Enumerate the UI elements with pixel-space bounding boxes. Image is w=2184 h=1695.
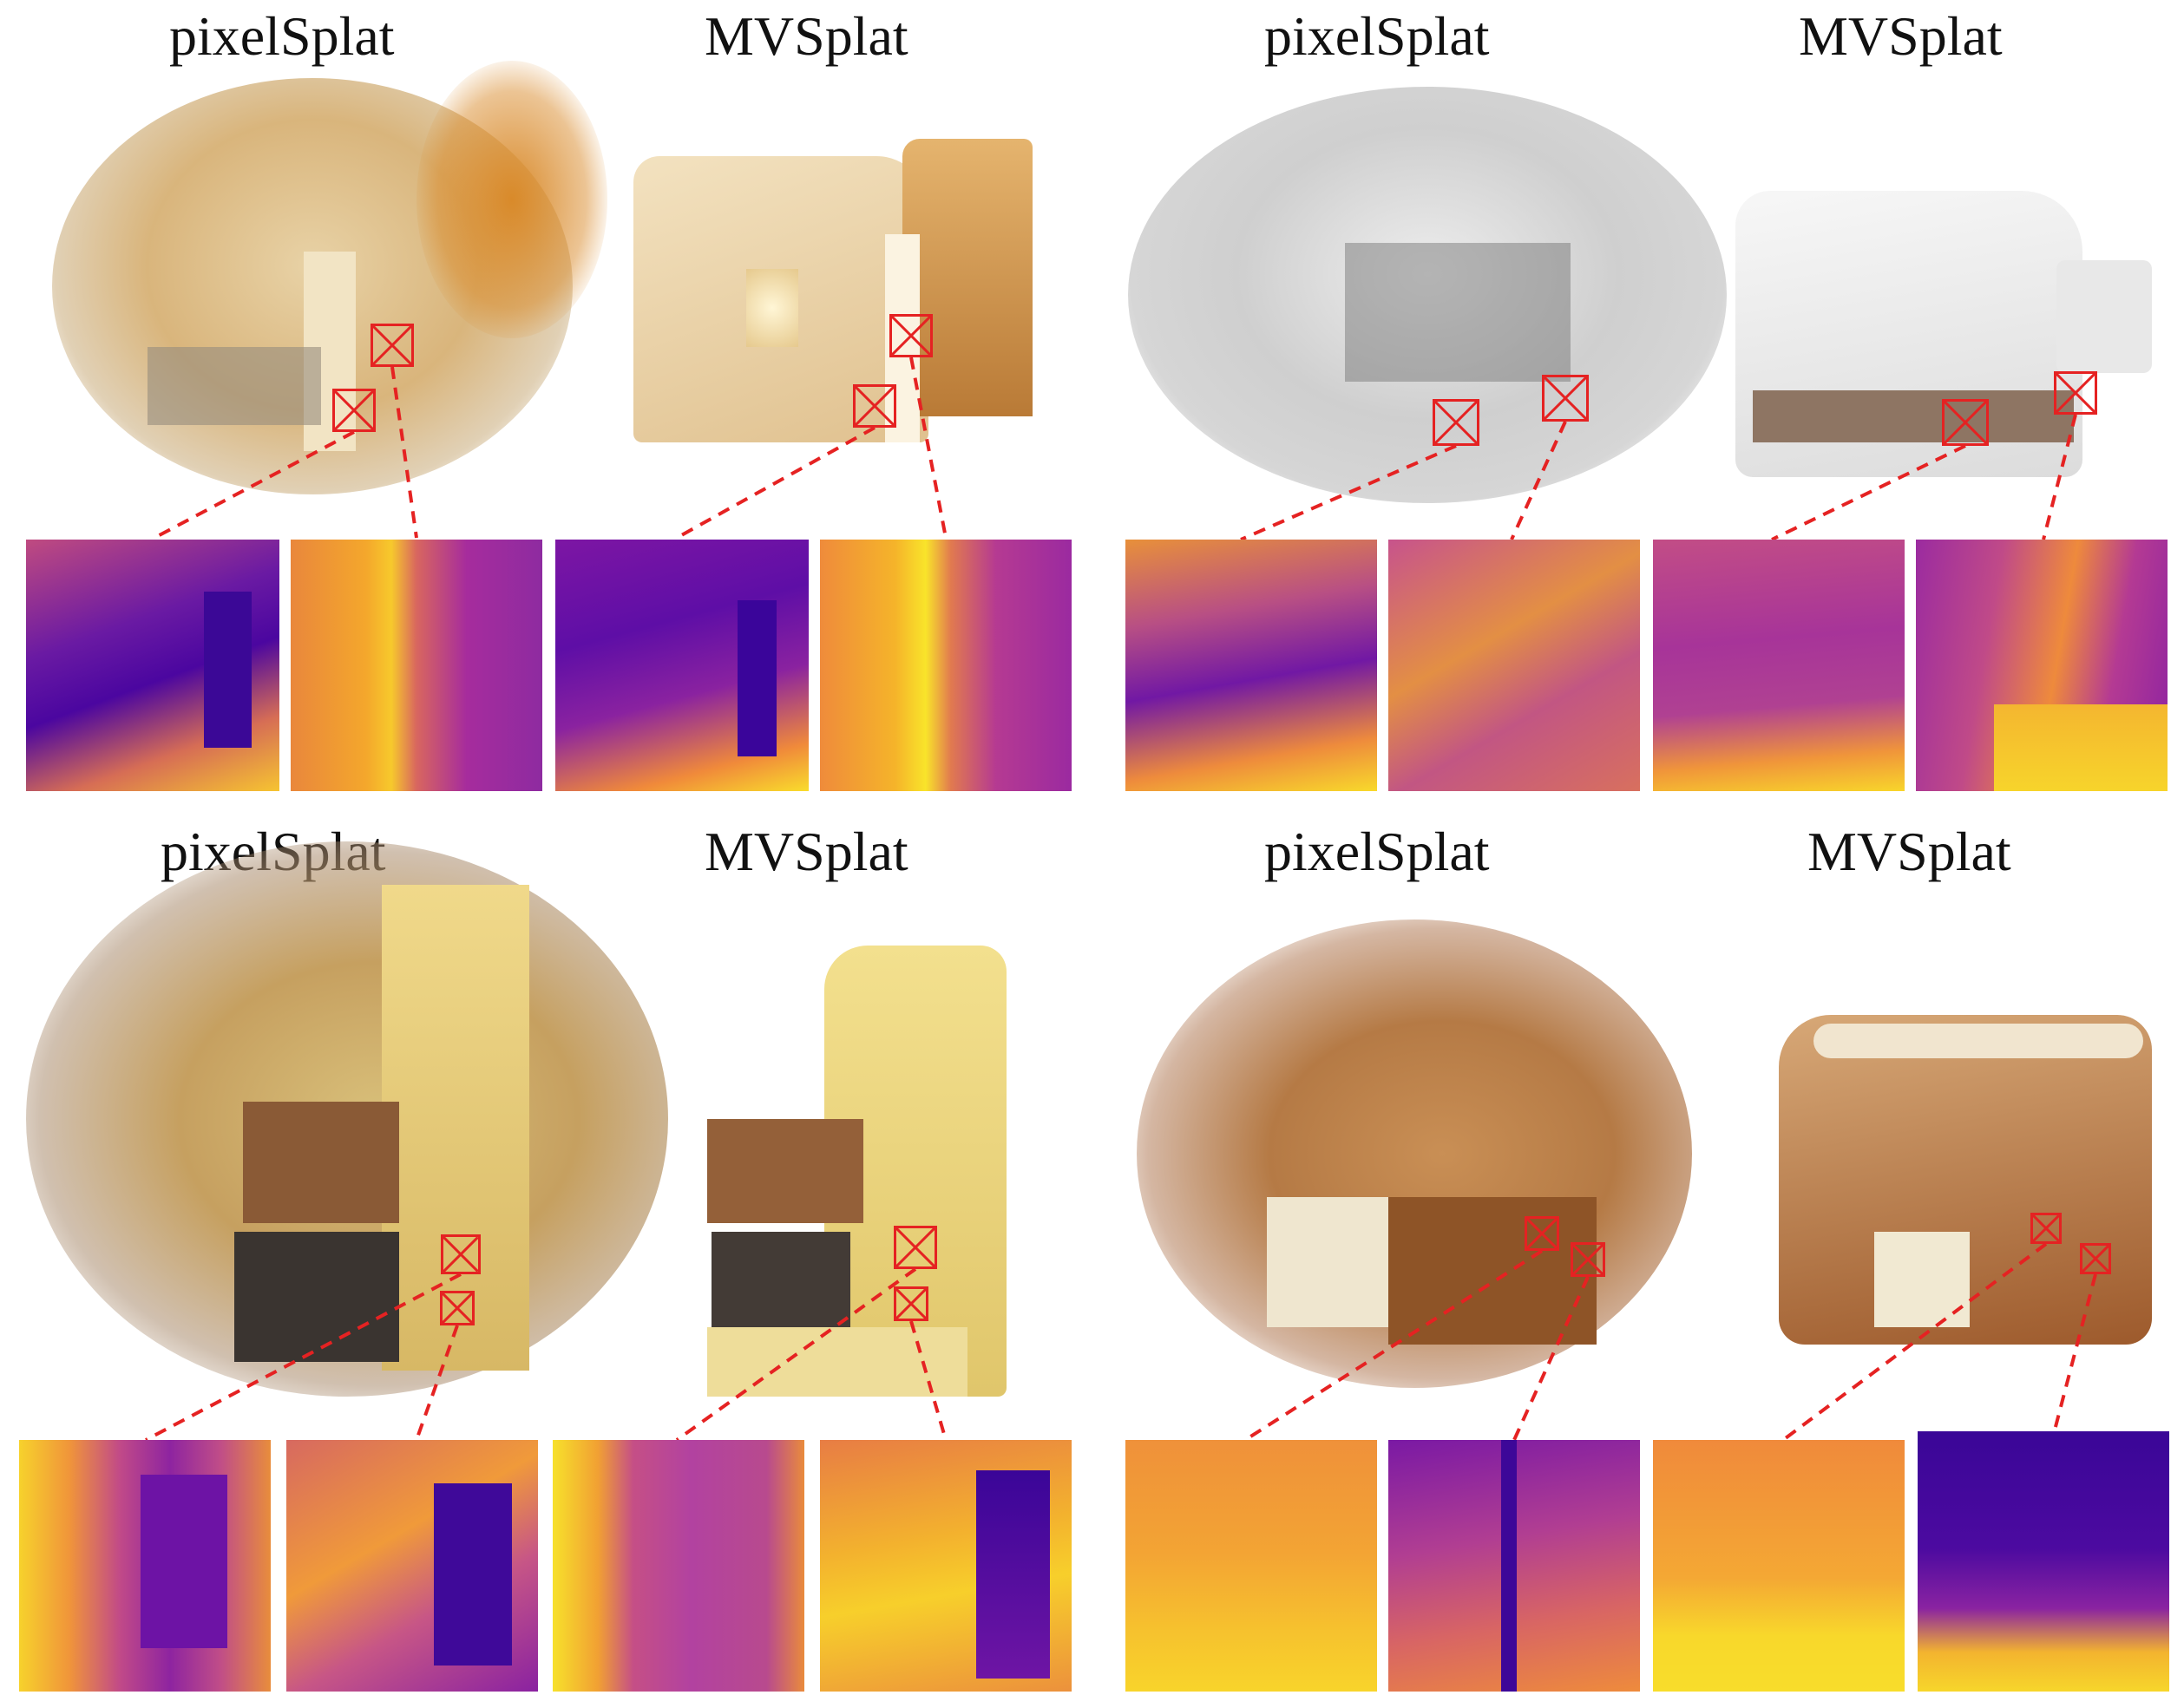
depth-map-mvsplat-crop-6 [820,1440,1072,1692]
label-pixelsplat-top-right: pixelSplat [1264,5,1490,67]
scene-pixelsplat-kitchen-2 [1137,911,1701,1405]
depth-map-pixelsplat-crop-8 [1388,1440,1640,1692]
highlight-box [853,384,896,428]
depth-map-mvsplat-crop-1 [555,540,809,791]
scene-pixelsplat-bedroom [17,61,607,512]
depth-map-pixelsplat-crop-3 [1125,540,1377,791]
depth-map-pixelsplat-crop-4 [1388,540,1640,791]
depth-map-mvsplat-crop-7 [1653,1440,1905,1692]
highlight-box [1525,1216,1559,1251]
depth-map-pixelsplat-crop-1 [26,540,279,791]
label-mvsplat-bottom-right: MVSplat [1807,821,2011,882]
scene-mvsplat-kitchen [677,946,1024,1405]
highlight-box [2054,371,2097,415]
highlight-box [1571,1242,1605,1277]
highlight-box [371,324,414,367]
label-mvsplat-top-left: MVSplat [705,5,908,67]
highlight-box [894,1286,928,1321]
depth-map-mvsplat-crop-2 [820,540,1072,791]
depth-map-pixelsplat-crop-7 [1125,1440,1377,1692]
label-mvsplat-top-right: MVSplat [1799,5,2003,67]
depth-map-mvsplat-crop-8 [1918,1431,2169,1692]
highlight-box [894,1226,937,1269]
depth-map-pixelsplat-crop-6 [286,1440,538,1692]
highlight-box [2080,1243,2111,1274]
depth-map-mvsplat-crop-5 [553,1440,804,1692]
highlight-box [1542,375,1589,422]
label-pixelsplat-bottom-right: pixelSplat [1264,821,1490,882]
highlight-box [1942,399,1989,446]
highlight-box [2030,1213,2062,1244]
depth-map-pixelsplat-crop-2 [291,540,542,791]
scene-mvsplat-kitchen-2 [1761,998,2161,1362]
label-mvsplat-bottom-left: MVSplat [705,821,908,882]
highlight-box [440,1291,475,1325]
highlight-box [1433,399,1479,446]
highlight-box [889,314,933,357]
scene-pixelsplat-gray-room [1128,78,1735,512]
scene-mvsplat-gray-room [1727,173,2161,494]
highlight-box [441,1234,481,1274]
depth-map-mvsplat-crop-3 [1653,540,1905,791]
depth-map-pixelsplat-crop-5 [19,1440,271,1692]
depth-map-mvsplat-crop-4 [1916,540,2168,791]
label-pixelsplat-top-left: pixelSplat [169,5,395,67]
scene-pixelsplat-kitchen [0,824,677,1414]
highlight-box [332,389,376,432]
